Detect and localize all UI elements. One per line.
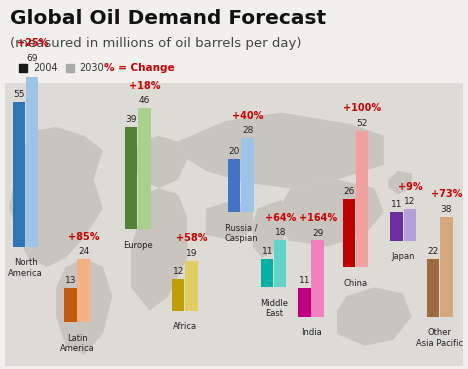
Text: Middle
East: Middle East xyxy=(260,299,288,318)
Text: +58%: +58% xyxy=(176,233,207,244)
Bar xyxy=(64,288,77,323)
Polygon shape xyxy=(178,113,384,188)
Text: 12: 12 xyxy=(404,197,416,206)
Text: 11: 11 xyxy=(391,200,402,209)
Bar xyxy=(312,241,324,317)
Text: +85%: +85% xyxy=(68,232,100,242)
Bar xyxy=(139,108,151,229)
Text: Other
Asia Pacific: Other Asia Pacific xyxy=(417,328,463,348)
Bar xyxy=(13,102,25,246)
Bar xyxy=(125,127,138,229)
Text: Europe: Europe xyxy=(123,241,153,250)
Text: +64%: +64% xyxy=(264,213,296,223)
Polygon shape xyxy=(253,200,290,258)
Text: % = Change: % = Change xyxy=(104,63,175,73)
Bar xyxy=(26,66,38,246)
Text: 13: 13 xyxy=(65,276,76,285)
Text: 18: 18 xyxy=(275,228,286,237)
Text: 46: 46 xyxy=(139,96,150,106)
Text: North
America: North America xyxy=(8,258,43,277)
Text: 20: 20 xyxy=(229,147,240,156)
Text: Russia /
Caspian: Russia / Caspian xyxy=(224,223,258,243)
Text: 69: 69 xyxy=(27,54,38,63)
Polygon shape xyxy=(271,179,384,246)
Text: 28: 28 xyxy=(242,126,253,135)
Text: India: India xyxy=(301,328,322,337)
Bar xyxy=(228,159,241,211)
Text: (measured in millions of oil barrels per day): (measured in millions of oil barrels per… xyxy=(10,37,302,50)
Text: 26: 26 xyxy=(344,187,355,196)
Text: 2030: 2030 xyxy=(80,63,104,73)
Bar xyxy=(185,261,197,311)
Text: 24: 24 xyxy=(78,248,89,256)
Text: 52: 52 xyxy=(357,118,368,128)
Bar xyxy=(66,64,74,72)
Bar xyxy=(356,131,368,267)
Text: 19: 19 xyxy=(186,249,197,258)
Text: +100%: +100% xyxy=(343,103,381,113)
Text: 11: 11 xyxy=(262,246,273,256)
Text: 29: 29 xyxy=(312,228,323,238)
Bar xyxy=(19,64,27,72)
Bar xyxy=(404,209,416,241)
Text: Africa: Africa xyxy=(173,323,197,331)
Bar xyxy=(78,259,90,323)
Text: Global Oil Demand Forecast: Global Oil Demand Forecast xyxy=(10,9,326,28)
Text: 38: 38 xyxy=(441,205,452,214)
Bar xyxy=(172,279,184,311)
Text: +18%: +18% xyxy=(129,81,161,91)
Polygon shape xyxy=(9,127,103,267)
Text: +9%: +9% xyxy=(398,182,422,192)
Text: +40%: +40% xyxy=(232,111,263,121)
Polygon shape xyxy=(131,188,187,311)
Text: 55: 55 xyxy=(14,90,25,99)
Text: 22: 22 xyxy=(428,247,439,256)
Polygon shape xyxy=(206,200,253,241)
Text: +73%: +73% xyxy=(431,189,462,199)
Text: 12: 12 xyxy=(173,267,184,276)
Bar xyxy=(298,288,311,317)
Text: +25%: +25% xyxy=(16,38,48,48)
Polygon shape xyxy=(56,258,112,354)
Bar xyxy=(343,199,355,267)
Bar xyxy=(261,259,273,287)
Bar xyxy=(274,240,286,287)
Text: +164%: +164% xyxy=(299,213,337,223)
Bar xyxy=(241,138,254,211)
Text: China: China xyxy=(344,279,368,287)
Text: 11: 11 xyxy=(299,276,310,285)
Polygon shape xyxy=(388,171,412,194)
Text: Japan: Japan xyxy=(392,252,415,261)
Bar xyxy=(440,217,453,317)
Bar xyxy=(390,212,403,241)
Bar xyxy=(427,259,439,317)
Text: 2004: 2004 xyxy=(33,63,58,73)
Text: Latin
America: Latin America xyxy=(60,334,95,354)
Text: 39: 39 xyxy=(126,115,137,124)
Polygon shape xyxy=(337,287,412,346)
Polygon shape xyxy=(131,136,187,188)
